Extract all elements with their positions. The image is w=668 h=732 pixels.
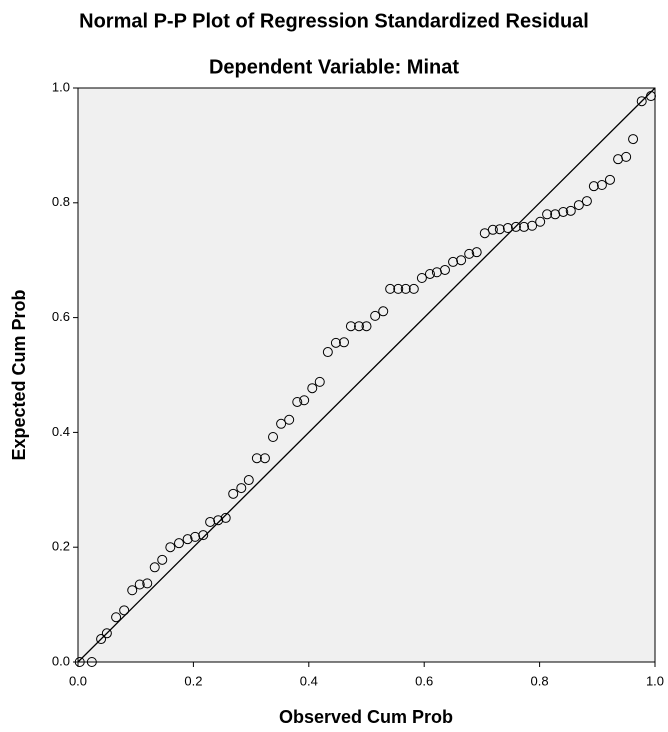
point xyxy=(314,376,325,387)
point xyxy=(243,475,254,486)
x-axis-title: Observed Cum Prob xyxy=(279,707,453,727)
point xyxy=(276,418,287,429)
point xyxy=(127,585,138,596)
point xyxy=(596,180,607,191)
point xyxy=(299,395,310,406)
point xyxy=(471,247,482,258)
point xyxy=(535,216,546,227)
point xyxy=(101,628,112,639)
point xyxy=(173,538,184,549)
point xyxy=(393,283,404,294)
point xyxy=(307,383,318,394)
point xyxy=(259,453,270,464)
point xyxy=(370,310,381,321)
point xyxy=(565,205,576,216)
point xyxy=(284,414,295,425)
reference-line xyxy=(77,87,656,663)
point xyxy=(338,337,349,348)
point xyxy=(502,223,513,234)
point xyxy=(134,579,145,590)
point xyxy=(494,224,505,235)
point xyxy=(292,396,303,407)
point xyxy=(190,531,201,542)
y-tick-label: 0.2 xyxy=(52,539,70,554)
point xyxy=(448,256,459,267)
point xyxy=(182,534,193,545)
y-tick-label: 0.6 xyxy=(52,309,70,324)
y-tick-label: 0.8 xyxy=(52,194,70,209)
y-tick-label: 1.0 xyxy=(52,79,70,94)
y-tick-label: 0.0 xyxy=(52,653,70,668)
x-tick-label: 1.0 xyxy=(646,673,664,688)
point xyxy=(361,321,372,332)
x-tick-label: 0.2 xyxy=(184,673,202,688)
point xyxy=(542,209,553,220)
x-tick-label: 0.4 xyxy=(300,673,318,688)
point xyxy=(198,530,209,541)
point xyxy=(165,542,176,553)
point xyxy=(213,515,224,526)
point xyxy=(588,181,599,192)
point xyxy=(581,196,592,207)
point xyxy=(353,321,364,332)
point xyxy=(487,224,498,235)
point xyxy=(228,488,239,499)
point xyxy=(519,221,530,232)
x-tick-label: 0.0 xyxy=(69,673,87,688)
point xyxy=(322,347,333,358)
point xyxy=(621,151,632,162)
point xyxy=(527,220,538,231)
point xyxy=(86,657,97,667)
point xyxy=(408,283,419,294)
chart-title: Normal P-P Plot of Regression Standardiz… xyxy=(79,10,589,32)
point xyxy=(251,453,262,464)
point xyxy=(220,512,231,523)
point xyxy=(400,283,411,294)
point xyxy=(424,268,435,279)
point xyxy=(636,96,647,107)
point xyxy=(111,612,122,623)
point xyxy=(645,91,656,102)
y-tick-label: 0.4 xyxy=(52,424,70,439)
point xyxy=(385,283,396,294)
point xyxy=(205,516,216,527)
point xyxy=(74,657,85,667)
point xyxy=(439,264,450,275)
point xyxy=(142,578,153,589)
point xyxy=(345,321,356,332)
x-tick-label: 0.6 xyxy=(415,673,433,688)
point xyxy=(119,605,130,616)
point xyxy=(157,554,168,565)
point xyxy=(378,306,389,317)
point xyxy=(604,174,615,185)
y-axis-title: Expected Cum Prob xyxy=(9,289,29,460)
point xyxy=(628,134,639,145)
point xyxy=(510,221,521,232)
x-tick-label: 0.8 xyxy=(531,673,549,688)
point xyxy=(573,200,584,211)
point xyxy=(416,272,427,283)
point xyxy=(456,255,467,266)
point xyxy=(149,562,160,573)
point xyxy=(464,248,475,259)
point xyxy=(236,483,247,494)
point xyxy=(558,206,569,217)
point xyxy=(268,431,279,442)
point xyxy=(96,634,107,645)
chart-subtitle: Dependent Variable: Minat xyxy=(209,56,459,78)
point xyxy=(330,337,341,348)
